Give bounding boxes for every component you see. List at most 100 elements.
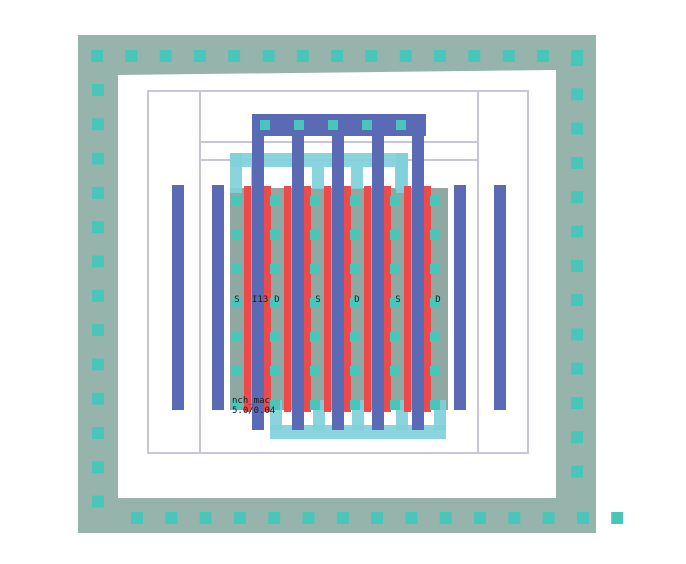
ring-contact [92,84,104,96]
bus-contact [328,120,338,130]
ring-contact [571,54,583,66]
diffusion-contact [350,230,360,240]
poly-gates [244,186,431,412]
diffusion-contact [350,400,360,410]
terminal-label: D [354,295,359,305]
ring-contact [502,50,515,62]
metal1-finger [252,135,264,430]
ring-contact [405,512,418,524]
metal2-segment [312,167,324,189]
diffusion-contact [270,400,280,410]
metal1-top-bus [252,114,426,136]
ring-contact [571,225,583,238]
terminal-label: D [274,295,279,305]
diffusion-contact [390,264,400,274]
ring-contact [92,255,104,268]
poly-gate [244,186,251,412]
diffusion-contact [430,366,440,376]
poly-gate [364,186,371,412]
diffusion-contact [232,400,242,410]
ring-contact [336,512,349,524]
ring-contact [92,392,104,405]
guard-ring-contacts [91,50,624,524]
ring-contact [542,512,555,524]
ring-contact [536,50,549,62]
poly-gate [384,186,391,412]
diffusion-contact [232,332,242,342]
terminal-label: D [435,295,440,305]
poly-gate [424,186,431,412]
ring-contact [296,50,309,62]
ring-contact [302,512,315,524]
ring-contact [571,294,583,307]
ring-contact [92,324,104,337]
diffusion-contact [350,196,360,206]
bus-contact [362,120,372,130]
diffusion-contact [390,332,400,342]
diffusion-contact [270,366,280,376]
bus-contact [260,120,270,130]
diffusion-contact [430,332,440,342]
ring-contact [468,50,481,62]
ring-contact [159,50,172,62]
dummy-bar [494,185,506,410]
ring-contact [92,461,104,474]
ring-contact [92,358,104,371]
ring-contact [331,50,344,62]
dummy-bar [212,185,224,410]
ring-contact [571,191,583,204]
diffusion-contact [390,230,400,240]
diffusion-contact [232,230,242,240]
ring-contact [571,88,583,101]
ring-contact [571,362,583,375]
ring-contact [399,50,412,62]
device-size-label: 5.0/0.04 [232,406,275,416]
ring-contact [199,512,212,524]
ring-contact [571,122,583,135]
poly-gate [264,186,271,412]
ring-contact [131,512,143,524]
diffusion-contact [350,366,360,376]
ring-contact [571,156,583,169]
diffusion-contact [350,298,360,308]
ring-contact [92,186,104,199]
ring-contact [371,512,384,524]
diffusion-contact [390,366,400,376]
poly-gate [404,186,411,412]
diffusion-contact [270,264,280,274]
poly-gate [344,186,351,412]
ring-contact [571,328,583,341]
terminal-label: S [395,295,400,305]
ring-contact [571,431,583,444]
diffusion-contact [350,264,360,274]
metal2-segment [395,167,407,189]
metal1-finger [292,135,304,430]
ring-contact [125,50,138,62]
diffusion-contact [310,400,320,410]
metal2-segment [230,153,408,167]
diffusion-contact [310,264,320,274]
ring-contact [233,512,246,524]
device-model-label: nch_mac [232,396,270,406]
dummy-metal-bars [172,185,506,410]
poly-gate [284,186,291,412]
ring-contact [571,465,583,478]
diffusion-contact [390,196,400,206]
ring-contact [193,50,206,62]
diffusion-contact [310,196,320,206]
ring-contact [92,221,104,234]
ring-contact [92,152,104,165]
ring-contact [474,512,486,524]
diffusion-contact [430,298,440,308]
diffusion-contact [270,298,280,308]
terminal-label: S [234,295,239,305]
ring-contact [611,512,624,524]
ring-contact [576,512,589,524]
poly-gate [324,186,331,412]
instance-label: I13 [252,295,268,305]
diffusion-contact [390,400,400,410]
diffusion-contact [310,366,320,376]
diffusion-contact [270,230,280,240]
metal1-finger [412,135,424,430]
